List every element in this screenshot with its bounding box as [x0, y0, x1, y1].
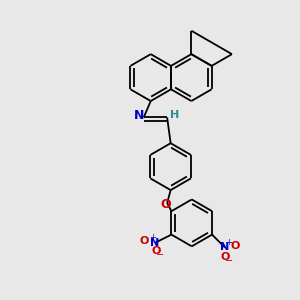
- Text: −: −: [156, 250, 164, 260]
- Text: +: +: [149, 233, 156, 242]
- Text: N: N: [150, 238, 160, 248]
- Text: +: +: [225, 238, 232, 247]
- Text: −: −: [225, 256, 233, 266]
- Text: N: N: [134, 110, 144, 122]
- Text: O: O: [160, 198, 171, 211]
- Text: O: O: [152, 246, 161, 256]
- Text: N: N: [220, 242, 230, 253]
- Text: H: H: [170, 110, 179, 120]
- Text: O: O: [220, 251, 230, 262]
- Text: O: O: [140, 236, 149, 246]
- Text: O: O: [231, 241, 240, 251]
